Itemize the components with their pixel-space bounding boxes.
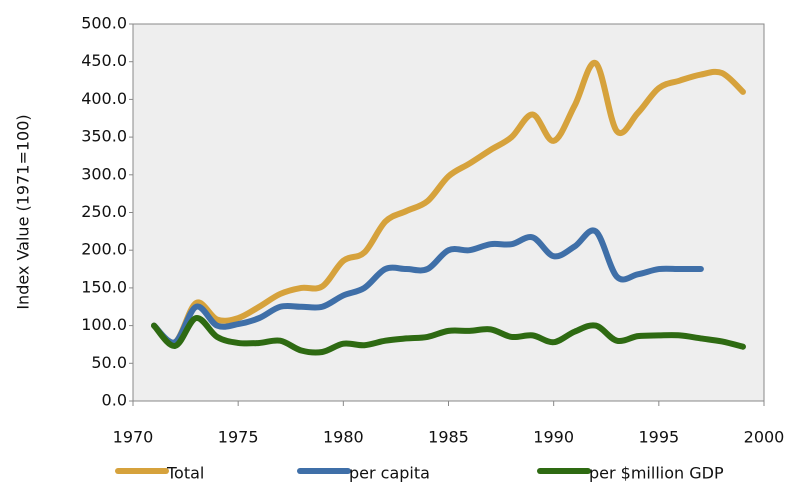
y-tick-label: 500.0 xyxy=(81,14,127,33)
y-tick-label: 250.0 xyxy=(81,202,127,221)
y-tick-label: 100.0 xyxy=(81,315,127,334)
legend-label: per $million GDP xyxy=(589,464,724,483)
series-line xyxy=(151,60,746,346)
legend-label: per capita xyxy=(349,464,430,483)
x-tick-label: 1990 xyxy=(533,428,574,447)
y-tick-label: 400.0 xyxy=(81,89,127,108)
y-tick-label: 150.0 xyxy=(81,277,127,296)
y-tick-label: 50.0 xyxy=(91,353,127,372)
legend-label: Total xyxy=(166,464,204,483)
y-tick-label: 450.0 xyxy=(81,51,127,70)
y-axis-label: Index Value (1971=100) xyxy=(14,114,33,309)
y-tick-label: 300.0 xyxy=(81,164,127,183)
x-tick-label: 1975 xyxy=(218,428,259,447)
y-tick-label: 200.0 xyxy=(81,240,127,259)
series-line xyxy=(151,315,746,356)
x-tick-label: 1985 xyxy=(428,428,469,447)
x-tick-label: 1980 xyxy=(323,428,364,447)
series-line xyxy=(151,227,704,346)
x-tick-label: 1995 xyxy=(638,428,679,447)
y-tick-label: 350.0 xyxy=(81,127,127,146)
x-tick-label: 2000 xyxy=(744,428,785,447)
y-tick-label: 0.0 xyxy=(102,391,127,410)
x-tick-label: 1970 xyxy=(113,428,154,447)
